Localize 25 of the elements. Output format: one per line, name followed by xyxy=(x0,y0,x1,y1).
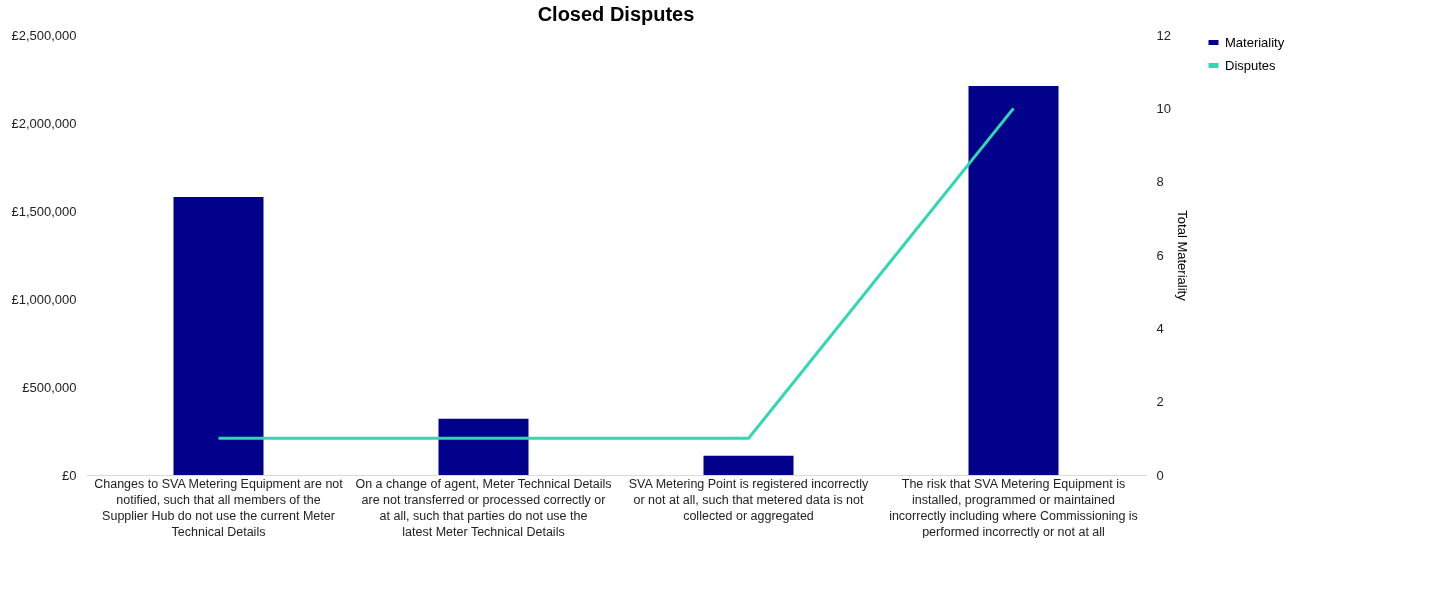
bar xyxy=(703,455,794,475)
y2-tick-label: 4 xyxy=(1156,320,1164,336)
y2-tick-label: 10 xyxy=(1156,100,1171,116)
y2-tick-label: 2 xyxy=(1156,394,1164,410)
y-tick-label: £2,500,000 xyxy=(11,27,77,43)
bar xyxy=(173,196,264,475)
x-tick-label: Changes to SVA Metering Equipment are not notified, such that all members of the Supplier Hub do not use the current Meter Technical Details xyxy=(94,476,344,539)
x-tick-label: On a change of agent, Meter Technical Details are not transferred or processed correctly or at all, such that parties do not use the latest Meter Technical Details xyxy=(355,476,612,539)
y-tick-label: £1,500,000 xyxy=(11,203,77,219)
y2-tick-label: 6 xyxy=(1156,247,1164,263)
y2-tick-label: 8 xyxy=(1156,174,1164,190)
x-tick-label: The risk that SVA Metering Equipment is installed, programmed or maintained incorrectly including where Commissioning is performed incorrectly or not at all xyxy=(889,476,1138,539)
y-tick-label: £0 xyxy=(62,467,77,483)
x-tick-label: SVA Metering Point is registered incorrectly or not at all, such that metered data is not collected or aggregated xyxy=(628,476,869,523)
y2-axis-title: Total Materiality xyxy=(1174,210,1190,302)
bar xyxy=(438,418,529,475)
y2-tick-label: 0 xyxy=(1156,467,1164,483)
chart-title: Closed Disputes xyxy=(537,3,695,25)
legend-label: Disputes xyxy=(1225,57,1277,73)
bar xyxy=(968,86,1059,475)
y2-tick-label: 12 xyxy=(1156,27,1171,43)
y-tick-label: £1,000,000 xyxy=(11,291,77,307)
y-tick-label: £500,000 xyxy=(22,379,77,395)
legend-label: Materiality xyxy=(1225,34,1285,50)
y-tick-label: £2,000,000 xyxy=(11,115,77,131)
